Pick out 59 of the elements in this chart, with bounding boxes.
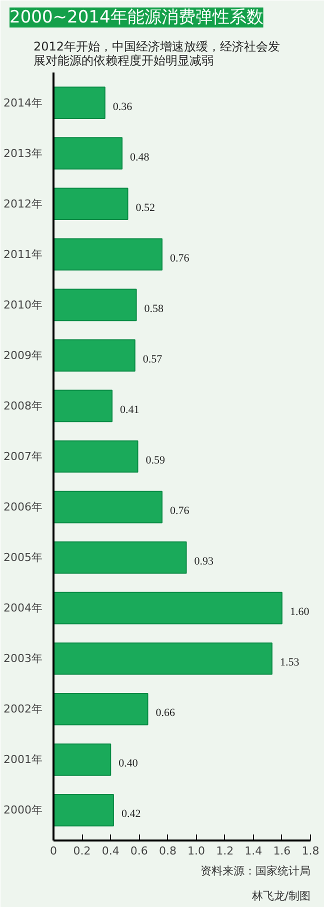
- data-label: 0.76: [170, 252, 190, 264]
- chart-subtitle: 2012年开始，中国经济增速放缓，经济社会发展对能源的依赖程度开始明显减弱: [34, 40, 280, 68]
- text: 林飞龙/制图: [250, 890, 311, 902]
- bar: [54, 440, 138, 473]
- x-tick-label: 1.4: [244, 844, 262, 858]
- data-label: 0.66: [156, 707, 176, 720]
- chart-title: 2000~2014年能源消费弹性系数: [10, 8, 264, 28]
- x-tick-label: 1.6: [273, 844, 291, 858]
- y-tick-label: 2013年: [4, 146, 43, 160]
- bar: [54, 794, 114, 826]
- data-label: 0.58: [144, 302, 164, 315]
- data-label: 0.48: [130, 151, 150, 164]
- bar: [54, 490, 163, 524]
- y-tick-label: 2003年: [4, 652, 43, 666]
- x-tick-label: 0.6: [130, 844, 148, 858]
- bar: [54, 390, 113, 422]
- y-tick-label: 2010年: [4, 298, 43, 312]
- bar: [54, 238, 163, 271]
- data-label: 1.53: [280, 656, 300, 669]
- x-tick-label: 0: [50, 844, 57, 858]
- data-label: 0.52: [136, 202, 155, 214]
- x-tick-label: 0.8: [158, 844, 176, 858]
- data-label: 0.42: [121, 808, 141, 820]
- y-tick-label: 2001年: [4, 753, 43, 766]
- bar: [54, 339, 136, 372]
- data-label: 0.41: [120, 404, 140, 416]
- data-label: 0.93: [194, 556, 214, 568]
- x-tick-label: 1.8: [302, 844, 320, 858]
- data-label: 0.59: [146, 454, 166, 466]
- y-tick-label: 2000年: [4, 804, 43, 817]
- bar: [54, 137, 123, 170]
- y-tick-label: 2006年: [4, 500, 43, 514]
- y-tick-label: 2014年: [4, 96, 43, 110]
- x-tick-label: 0.2: [73, 844, 91, 858]
- bar: [54, 592, 282, 624]
- x-tick-label: 1.0: [188, 844, 206, 858]
- y-tick-label: 2004年: [4, 602, 43, 615]
- y-tick-label: 2011年: [4, 248, 43, 261]
- bar: [54, 642, 272, 675]
- bar: [54, 541, 187, 574]
- data-label: 0.40: [118, 758, 138, 770]
- bar: [54, 692, 148, 726]
- y-tick-label: 2005年: [4, 551, 43, 564]
- y-tick-label: 2012年: [4, 197, 43, 210]
- data-label: 0.57: [142, 353, 163, 366]
- x-tick-label: 0.4: [102, 844, 120, 858]
- text: 资料来源：国家统计局: [200, 864, 310, 878]
- y-tick-label: 2009年: [4, 348, 43, 362]
- y-tick-label: 2002年: [4, 702, 43, 716]
- data-label: 0.76: [170, 505, 190, 518]
- x-tick-label: 1.2: [216, 844, 234, 858]
- bar: [54, 86, 106, 119]
- bar: [54, 288, 137, 322]
- bar: [54, 743, 112, 776]
- y-tick-label: 2008年: [4, 399, 43, 412]
- data-label: 1.60: [290, 606, 310, 618]
- bar: [54, 188, 128, 220]
- data-label: 0.36: [112, 100, 133, 113]
- y-tick-label: 2007年: [4, 450, 43, 463]
